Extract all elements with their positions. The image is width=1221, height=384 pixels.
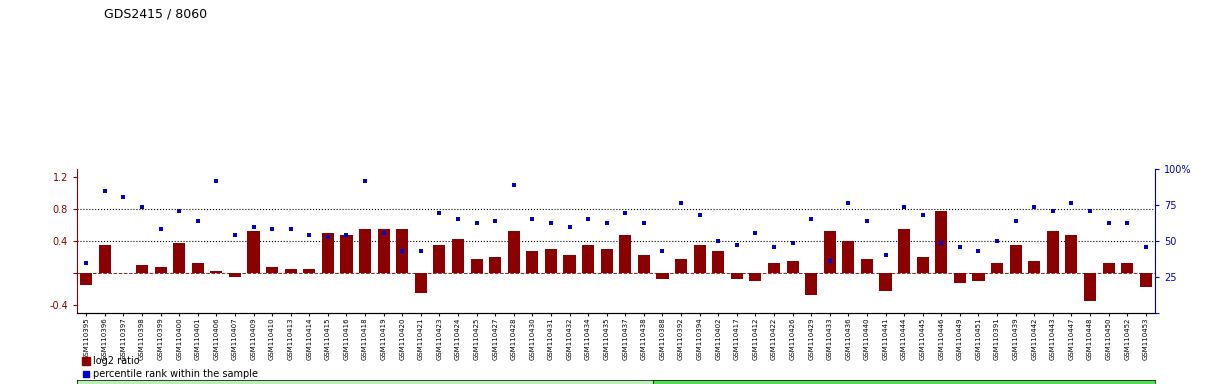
Bar [601,249,613,273]
Bar [899,229,910,273]
Bar [526,252,538,273]
Bar [155,267,166,273]
Bar [917,257,929,273]
Bar [1139,273,1151,287]
Bar [508,231,520,273]
Bar [991,263,1004,273]
Bar [750,273,762,281]
Bar [322,233,333,273]
Bar [768,263,780,273]
Bar [842,241,855,273]
Bar [377,229,389,273]
Bar [415,273,427,293]
Bar [935,210,947,273]
Bar [637,255,650,273]
Bar [210,271,222,273]
Bar [396,229,408,273]
Bar [545,249,557,273]
Bar [563,255,575,273]
Legend: log2 ratio, percentile rank within the sample: log2 ratio, percentile rank within the s… [82,356,259,379]
Bar [657,273,669,278]
Bar [99,245,111,273]
Bar [1028,261,1040,273]
Bar [675,258,687,273]
Bar [248,231,260,273]
Bar [1010,245,1022,273]
Bar [712,251,724,273]
Bar [470,258,482,273]
Bar [861,258,873,273]
Bar [192,263,204,273]
Bar [694,245,706,273]
Bar [731,273,742,280]
Bar [1103,263,1115,273]
Text: GDS2415 / 8060: GDS2415 / 8060 [104,8,206,21]
Bar [359,229,371,273]
Bar [228,273,241,277]
Bar [1121,263,1133,273]
Bar [1066,235,1077,273]
Bar [824,231,836,273]
Bar [879,273,891,291]
Bar [786,261,799,273]
Bar [805,273,817,295]
Bar [81,273,93,285]
Bar [954,273,966,283]
Bar [303,269,315,273]
Bar [1084,273,1096,301]
Bar [284,269,297,273]
Bar [582,245,595,273]
Bar [1046,231,1059,273]
Bar [452,239,464,273]
Bar [972,273,984,281]
Bar [266,266,278,273]
Bar [173,243,186,273]
Bar [341,235,353,273]
Bar [136,265,148,273]
Bar [490,257,501,273]
Bar [433,245,446,273]
Bar [619,235,631,273]
